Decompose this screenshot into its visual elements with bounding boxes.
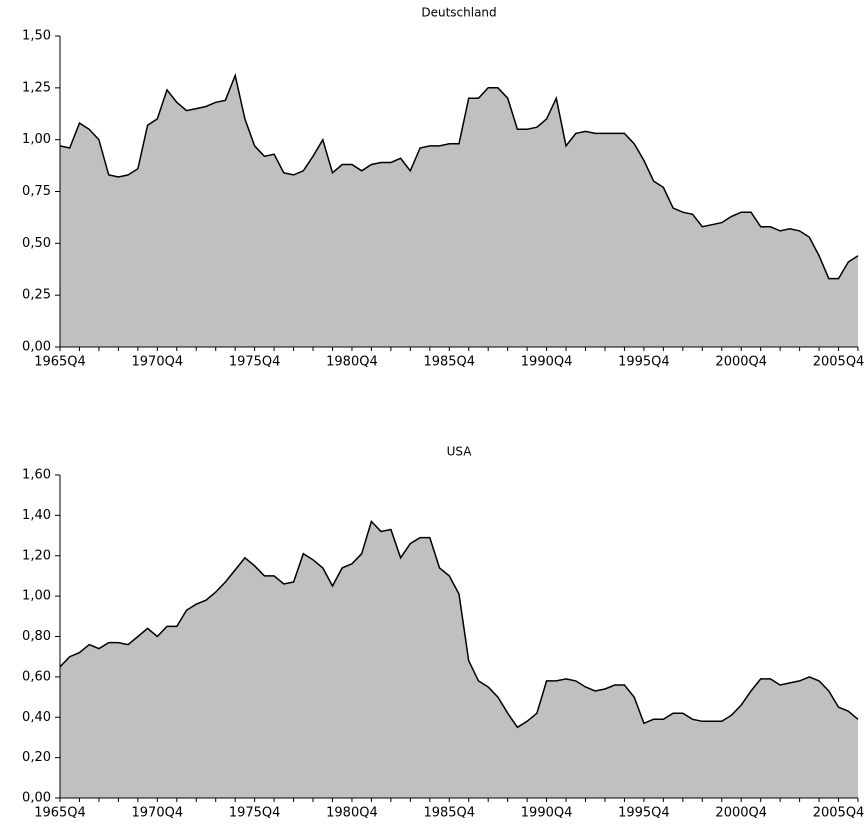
x-tick-label: 1965Q4 [34, 806, 86, 821]
x-tick-label: 1985Q4 [423, 806, 475, 821]
x-tick-label: 1985Q4 [423, 355, 475, 370]
y-tick-label: 1,00 [22, 132, 51, 147]
y-tick-label: 1,50 [22, 29, 51, 44]
chart-title: Deutschland [421, 6, 496, 20]
y-tick-label: 1,25 [22, 80, 51, 95]
line [59, 519, 859, 729]
x-tick-label: 2005Q4 [813, 355, 865, 370]
x-tick-label: 1995Q4 [618, 355, 670, 370]
y-tick-label: 1,40 [22, 508, 51, 523]
y-tick-label: 0,20 [22, 750, 51, 765]
y-tick-label: 0,60 [22, 669, 51, 684]
y-tick-label: 0,00 [22, 340, 51, 355]
x-tick-label: 1970Q4 [132, 806, 184, 821]
line [59, 72, 859, 280]
x-tick-label: 1980Q4 [326, 355, 378, 370]
x-tick-label: 1965Q4 [34, 355, 86, 370]
x-tick-label: 1975Q4 [229, 355, 281, 370]
y-tick-label: 0,25 [22, 288, 51, 303]
y-tick-label: 0,80 [22, 629, 51, 644]
y-tick-label: 0,40 [22, 710, 51, 725]
y-tick-label: 1,00 [22, 589, 51, 604]
y-tick-label: 1,20 [22, 548, 51, 563]
chart-title: USA [447, 445, 473, 459]
y-tick-label: 0,75 [22, 184, 51, 199]
x-tick-label: 2000Q4 [715, 806, 767, 821]
y-tick-label: 0,00 [22, 791, 51, 806]
y-tick-label: 0,50 [22, 236, 51, 251]
x-tick-label: 2005Q4 [813, 806, 865, 821]
x-tick-label: 2000Q4 [715, 355, 767, 370]
x-tick-label: 1970Q4 [132, 355, 184, 370]
area [60, 521, 858, 798]
x-tick-label: 1975Q4 [229, 806, 281, 821]
x-tick-label: 1990Q4 [521, 806, 573, 821]
x-tick-label: 1990Q4 [521, 355, 573, 370]
x-tick-label: 1995Q4 [618, 806, 670, 821]
y-tick-label: 1,60 [22, 468, 51, 483]
area [60, 75, 858, 348]
x-tick-label: 1980Q4 [326, 806, 378, 821]
